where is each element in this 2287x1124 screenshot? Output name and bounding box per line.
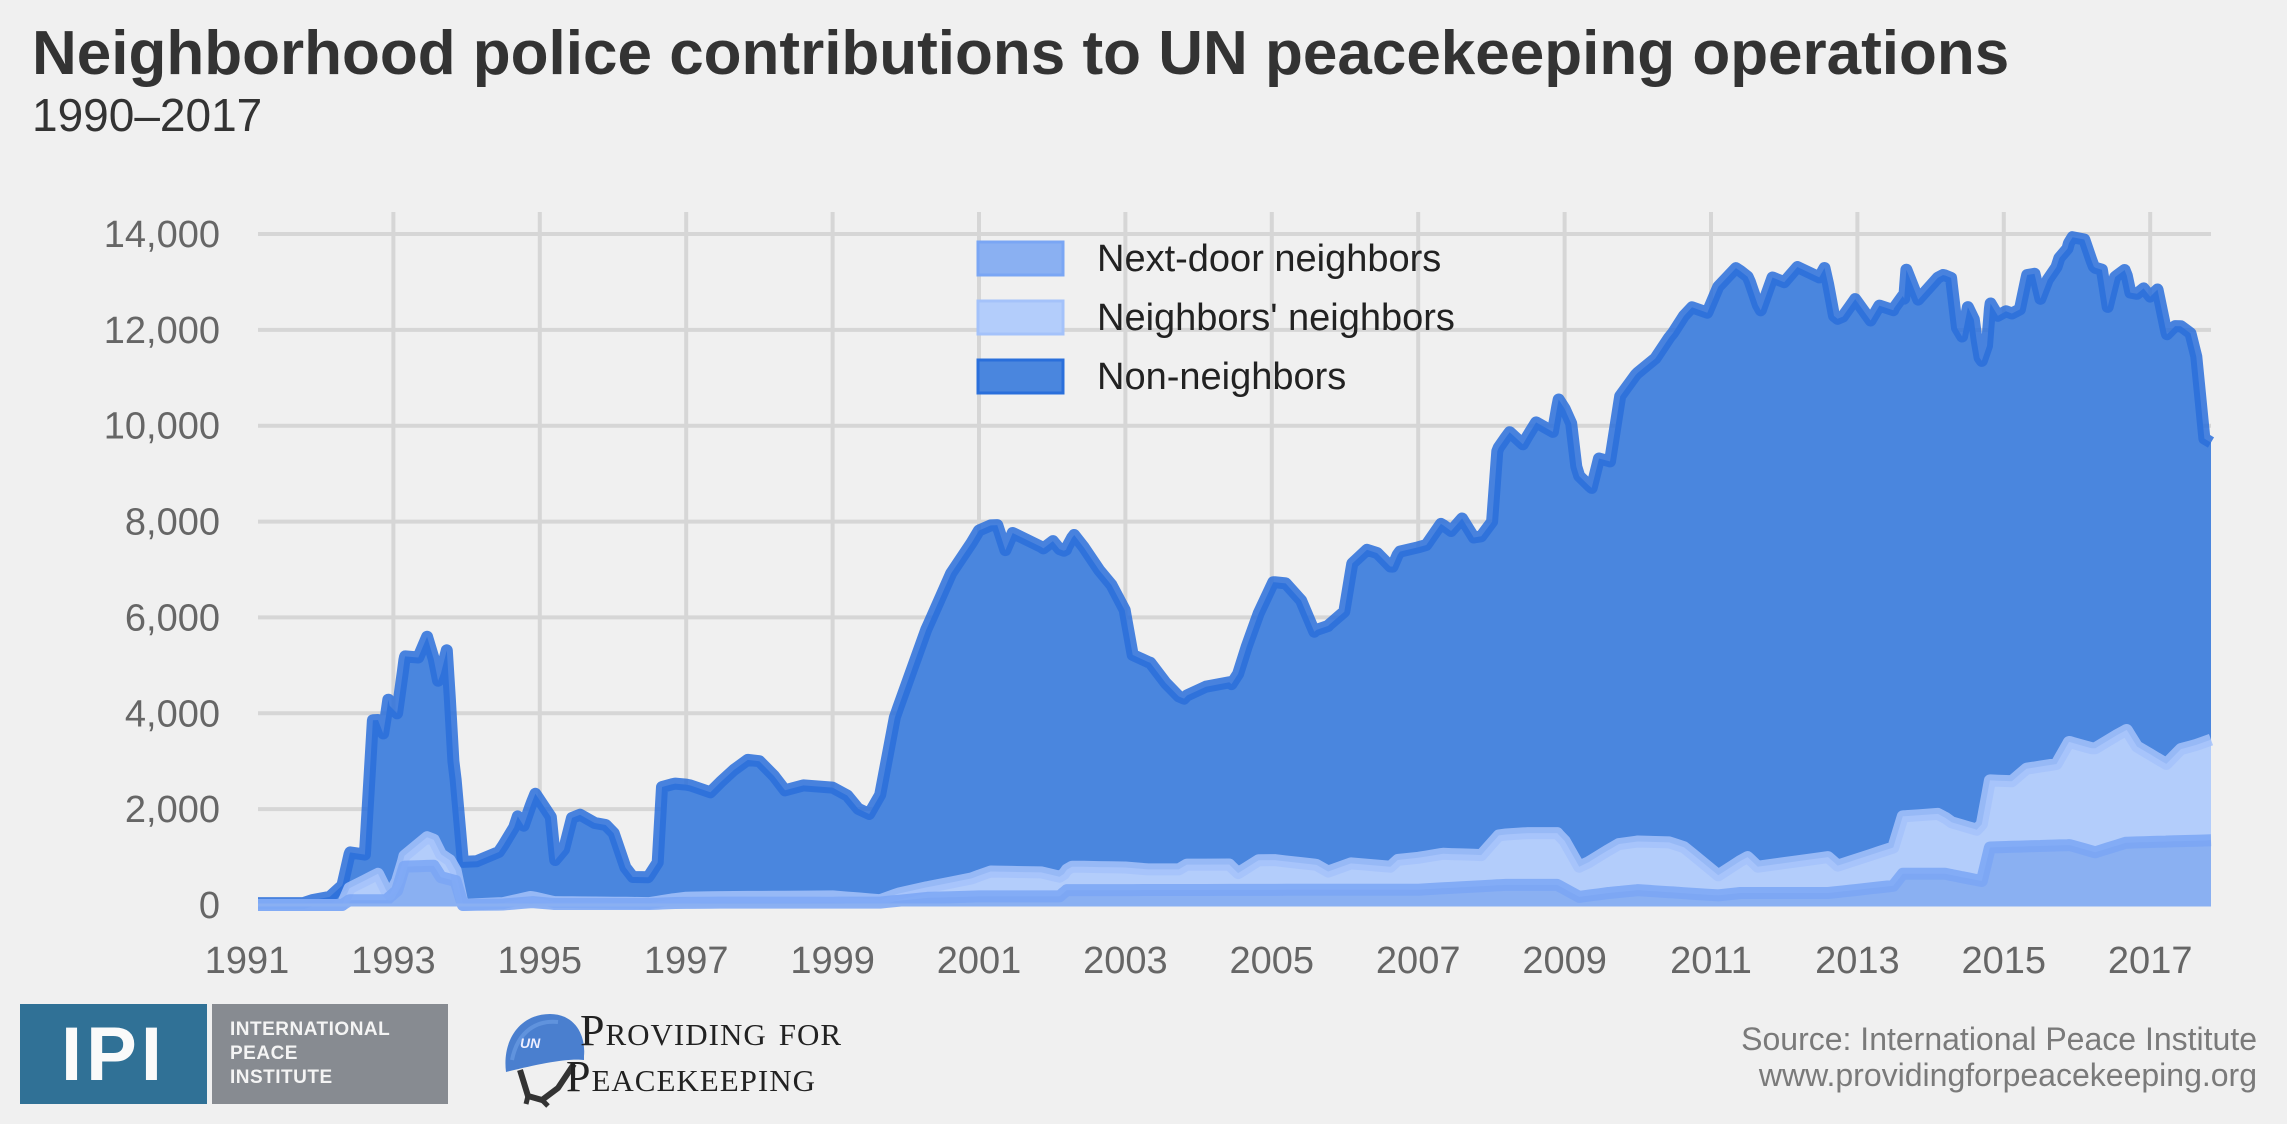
x-tick-label: 2003 <box>1083 940 1168 982</box>
line-non-neighbors <box>258 231 2215 910</box>
chart: 02,0004,0006,0008,00010,00012,00014,000 … <box>104 212 2215 982</box>
x-tick-label: 2011 <box>1670 940 1752 982</box>
chart-title: Neighborhood police contributions to UN … <box>32 19 2010 88</box>
x-tick-label: 2013 <box>1815 940 1900 982</box>
y-tick-label: 12,000 <box>104 310 220 352</box>
x-tick-label: 2017 <box>2108 940 2193 982</box>
legend-item-non-neighbors: Non-neighbors <box>976 356 1346 398</box>
source-text: Source: International Peace Institute <box>1741 1021 2257 1057</box>
pfp-logo-line2: Peacekeeping <box>566 1052 817 1101</box>
stacked-areas <box>258 231 2215 911</box>
x-tick-label: 2015 <box>1962 940 2047 982</box>
area-non-neighbors <box>258 237 2211 905</box>
source-note: Source: International Peace Institute ww… <box>1741 1021 2257 1093</box>
chart-subtitle: 1990–2017 <box>32 89 263 141</box>
legend: Next-door neighbors Neighbors' neighbors… <box>976 238 1455 398</box>
x-tick-label: 1991 <box>205 940 290 982</box>
y-tick-label: 0 <box>199 885 220 927</box>
legend-swatch-neighbors-neighbors <box>976 299 1065 336</box>
legend-item-neighbors-neighbors: Neighbors' neighbors <box>976 297 1455 339</box>
ipi-logo-line: INSTITUTE <box>230 1067 333 1088</box>
y-tick-label: 14,000 <box>104 214 220 256</box>
legend-swatch-next-door <box>976 240 1065 277</box>
y-tick-label: 10,000 <box>104 406 220 448</box>
ipi-logo-line: PEACE <box>230 1043 298 1064</box>
x-tick-label: 2007 <box>1376 940 1461 982</box>
ipi-logo-abbr: IPI <box>20 1004 207 1104</box>
y-tick-label: 6,000 <box>125 597 220 639</box>
y-tick-label: 8,000 <box>125 502 220 544</box>
x-tick-label: 1995 <box>498 940 583 982</box>
x-tick-label: 2009 <box>1522 940 1607 982</box>
helmet-label: UN <box>520 1035 541 1051</box>
y-tick-label: 2,000 <box>125 789 220 831</box>
source-url: www.providingforpeacekeeping.org <box>1758 1057 2257 1093</box>
ipi-logo-name: INTERNATIONAL PEACE INSTITUTE <box>212 1004 448 1104</box>
pfp-logo-line1: Providing for <box>580 1006 843 1055</box>
un-helmet-icon: UN <box>505 1014 585 1108</box>
providing-for-peacekeeping-logo: UN Providing for Peacekeeping <box>498 1000 928 1110</box>
x-tick-label: 1993 <box>351 940 436 982</box>
x-tick-label: 2001 <box>937 940 1022 982</box>
x-tick-label: 1999 <box>790 940 875 982</box>
x-tick-label: 2005 <box>1230 940 1315 982</box>
legend-label-non-neighbors: Non-neighbors <box>1097 356 1346 398</box>
pfp-logo-text: Providing for Peacekeeping <box>566 1006 843 1100</box>
legend-label-neighbors-neighbors: Neighbors' neighbors <box>1097 297 1455 339</box>
legend-item-next-door: Next-door neighbors <box>976 238 1441 280</box>
ipi-logo: IPI INTERNATIONAL PEACE INSTITUTE <box>20 1004 448 1104</box>
x-tick-label: 1997 <box>644 940 729 982</box>
legend-label-next-door: Next-door neighbors <box>1097 238 1441 280</box>
ipi-logo-line: INTERNATIONAL <box>230 1019 391 1040</box>
legend-swatch-non-neighbors <box>976 358 1065 395</box>
y-tick-label: 4,000 <box>125 693 220 735</box>
y-axis: 0 2,000 4,000 6,000 8,000 10,000 12,000 14,000 <box>104 214 220 927</box>
x-axis: 1991 1993 1995 1997 1999 2001 2003 2005 2007 2009… <box>205 940 2193 982</box>
